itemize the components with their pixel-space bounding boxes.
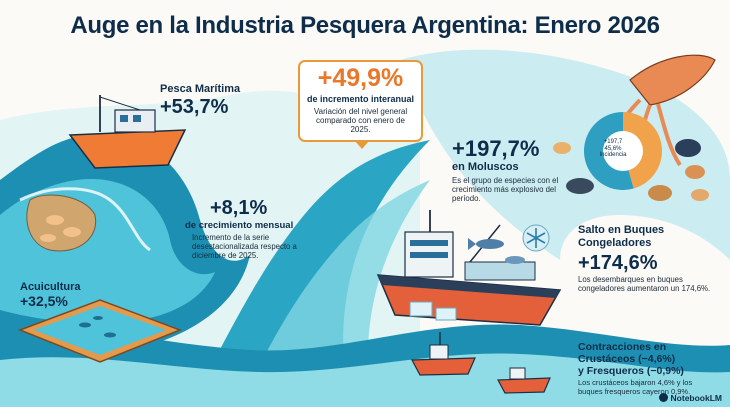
molluscs-value: +197,7%: [452, 136, 540, 161]
headline-value: +49,9%: [317, 64, 404, 92]
freezers-description: Los desembarques en buques congeladores …: [578, 275, 711, 294]
pie-center-share: 45,6%: [604, 145, 622, 152]
fish-net-icon: [26, 194, 97, 252]
page-title: Auge en la Industria Pesquera Argentina:…: [70, 12, 660, 39]
freezers-label: Salto en Buques Congeladores: [578, 224, 664, 250]
headline-callout: +49,9% de incremento interanual Variació…: [298, 60, 423, 149]
freezers-value: +174,6%: [578, 252, 658, 274]
monthly-value: +8,1%: [210, 197, 268, 219]
aquaculture-block: Acuicultura +32,5%: [20, 281, 81, 309]
aquaculture-label: Acuicultura: [20, 281, 81, 293]
contractions-label-line3: y Fresqueros (−0,9%): [578, 365, 684, 378]
notebooklm-logo-icon: [658, 393, 668, 402]
snowflake-icon: [522, 224, 550, 252]
headline-description: Variación del nivel general comparado co…: [313, 107, 408, 135]
shells-icon: [553, 139, 709, 201]
molluscs-description: Es el grupo de especies con el crecimien…: [452, 176, 559, 204]
freezers-label-line1: Salto en Buques: [578, 224, 665, 236]
aquaculture-pen-icon: [17, 299, 183, 363]
fish-icon: [468, 238, 525, 264]
monthly-description: Incremento de la serie desestacionalizad…: [192, 233, 297, 261]
monthly-subtitle: de crecimiento mensual: [185, 220, 294, 231]
freezer-ship-icon: [376, 210, 562, 326]
fishing-boat-icon: [68, 95, 187, 169]
notebooklm-logo: NotebookLM: [658, 393, 722, 403]
molluscs-pie-chart: [584, 112, 662, 190]
contractions-label-line1: Contracciones en: [578, 341, 667, 353]
contractions-description: Los crustáceos bajaron 4,6% y los buques…: [578, 378, 693, 396]
small-boats-icon: [411, 332, 551, 394]
contractions-label-line2: Crustáceos (−4,6%): [578, 353, 676, 366]
contractions-label: Contracciones en Crustáceos (−4,6%) y Fr…: [578, 341, 684, 377]
maritime-value: +53,7%: [160, 96, 229, 118]
pie-center-labels: +197,7 45,6% Incidencia: [596, 139, 630, 159]
maritime-label: Pesca Marítima: [160, 83, 241, 95]
pie-center-value: +197,7: [603, 139, 623, 145]
freezers-label-line2: Congeladores: [578, 237, 652, 250]
headline-subtitle: de incremento interanual: [306, 94, 415, 104]
pie-center-label: Incidencia: [599, 152, 627, 159]
aquaculture-value: +32,5%: [20, 293, 68, 309]
pie-center-hole: [603, 131, 643, 171]
molluscs-subtitle: en Moluscos: [452, 161, 519, 173]
